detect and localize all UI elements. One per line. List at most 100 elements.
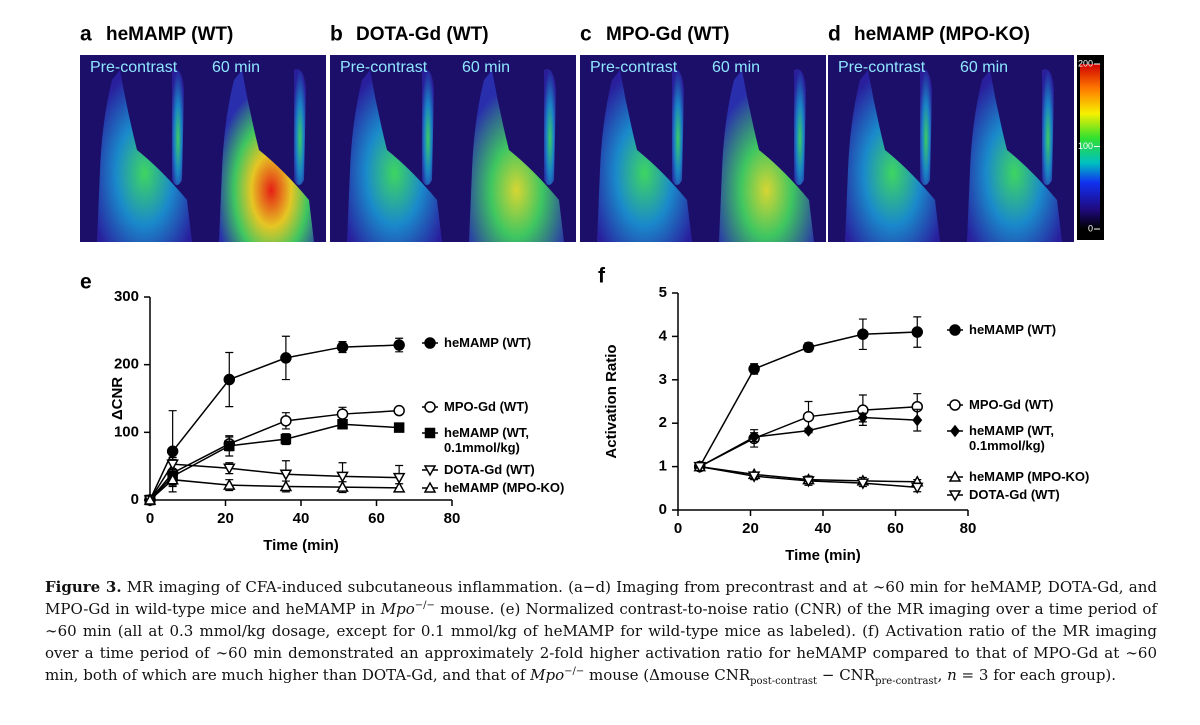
y-tick-label: 2 — [659, 414, 667, 431]
marker — [336, 341, 349, 353]
marker — [143, 493, 157, 505]
x-tick-label: 80 — [960, 520, 977, 537]
marker — [280, 415, 292, 427]
caption-text: − CNR — [817, 666, 876, 684]
legend-marker — [424, 401, 436, 413]
panel-letter: f — [598, 265, 606, 288]
marker — [336, 480, 349, 492]
mouse-body — [347, 70, 442, 242]
marker — [280, 433, 292, 445]
legend-marker — [950, 424, 960, 438]
image-label: 60 min — [462, 59, 510, 76]
legend-entry: heMAMP (WT) — [969, 322, 1057, 337]
series-line — [149, 423, 400, 501]
caption-text: , — [937, 666, 948, 684]
image-label: Pre-contrast — [838, 59, 926, 76]
y-tick-label: 3 — [659, 371, 667, 388]
caption-text: MR imaging of CFA-induced subcutaneous i… — [45, 578, 1157, 618]
y-tick-label: 0 — [659, 501, 667, 518]
colorbar — [1080, 64, 1100, 229]
image-label: 60 min — [712, 59, 760, 76]
mouse-leg — [794, 69, 806, 185]
panel-title: DOTA-Gd (WT) — [356, 24, 489, 45]
marker — [166, 459, 179, 471]
marker — [392, 481, 406, 493]
x-tick-label: 40 — [815, 520, 832, 537]
caption-sub: post-contrast — [750, 676, 818, 687]
panel-title: heMAMP (MPO-KO) — [854, 24, 1030, 45]
x-tick-label: 60 — [368, 510, 385, 527]
caption-italic: n — [947, 666, 957, 684]
legend-label: heMAMP (WT, 0.1mmol/kg) — [444, 425, 529, 455]
panel-title: heMAMP (WT) — [106, 24, 233, 45]
caption-italic: Mpo — [380, 600, 415, 618]
legend-entry: heMAMP (MPO-KO) — [969, 469, 1089, 484]
marker — [910, 482, 924, 494]
legend-label: heMAMP (WT) — [969, 322, 1057, 337]
marker — [857, 328, 869, 340]
image-label: Pre-contrast — [90, 59, 178, 76]
mouse-body — [597, 70, 692, 242]
x-tick-label: 0 — [674, 520, 682, 537]
y-tick-label: 1 — [659, 458, 667, 475]
colorbar-label: 0 — [1088, 223, 1093, 233]
marker — [748, 363, 760, 375]
legend-entry: MPO-Gd (WT) — [444, 399, 529, 414]
legend-entry: MPO-Gd (WT) — [969, 397, 1053, 412]
marker — [803, 424, 814, 437]
marker — [280, 352, 292, 364]
legend-label: heMAMP (WT, 0.1mmol/kg) — [969, 423, 1054, 453]
caption-sub: pre-contrast — [875, 676, 938, 687]
caption-label: Figure 3. — [45, 578, 122, 596]
legend-entry: heMAMP (WT, 0.1mmol/kg) — [444, 425, 529, 455]
mouse-leg — [294, 69, 306, 185]
mouse-leg — [920, 69, 932, 185]
marker — [223, 463, 236, 475]
mouse-leg — [172, 69, 184, 185]
marker — [747, 471, 761, 483]
panel-letter: b — [330, 23, 343, 46]
marker — [224, 440, 235, 452]
y-tick-label: 100 — [114, 423, 139, 440]
mouse-leg — [1042, 69, 1054, 185]
image-label: Pre-contrast — [590, 59, 678, 76]
figure: a heMAMP (WT) Pre-contrast 60 min b DOTA-Gd (… — [80, 23, 1104, 564]
marker — [337, 418, 348, 430]
marker — [166, 473, 179, 485]
legend-marker — [949, 399, 961, 411]
marker — [802, 476, 815, 488]
colorbar-label: 200 — [1078, 58, 1093, 68]
panel-letter: e — [80, 271, 92, 294]
x-tick-label: 80 — [444, 510, 461, 527]
legend-label: MPO-Gd (WT) — [444, 399, 529, 414]
series-line — [149, 478, 400, 501]
marker — [279, 469, 293, 481]
y-tick-label: 5 — [659, 284, 667, 301]
legend-marker — [424, 427, 436, 439]
x-tick-label: 60 — [887, 520, 904, 537]
marker — [693, 461, 707, 474]
marker — [223, 373, 236, 386]
caption-text: mouse (Δmouse CNR — [584, 666, 751, 684]
mouse-body — [219, 70, 314, 242]
legend-entry: DOTA-Gd (WT) — [969, 487, 1060, 502]
marker — [392, 472, 406, 485]
mouse-body — [845, 70, 940, 242]
colorbar-label: 100 — [1078, 141, 1093, 151]
mri-image — [828, 55, 1074, 242]
marker — [336, 408, 349, 420]
marker — [223, 478, 236, 490]
legend-label: heMAMP (MPO-KO) — [444, 480, 565, 495]
y-tick-label: 200 — [114, 356, 139, 373]
legend-marker — [423, 465, 437, 477]
marker — [166, 445, 179, 458]
mri-image — [330, 55, 576, 242]
marker — [749, 430, 760, 444]
x-axis-label: Time (min) — [263, 537, 339, 554]
image-label: 60 min — [212, 59, 260, 76]
caption-text: mouse. (e) Normalized contrast-to-noise … — [45, 600, 1157, 684]
caption-sup: −/− — [414, 600, 435, 611]
x-tick-label: 20 — [742, 520, 759, 537]
y-axis-label: ΔCNR — [109, 377, 126, 420]
